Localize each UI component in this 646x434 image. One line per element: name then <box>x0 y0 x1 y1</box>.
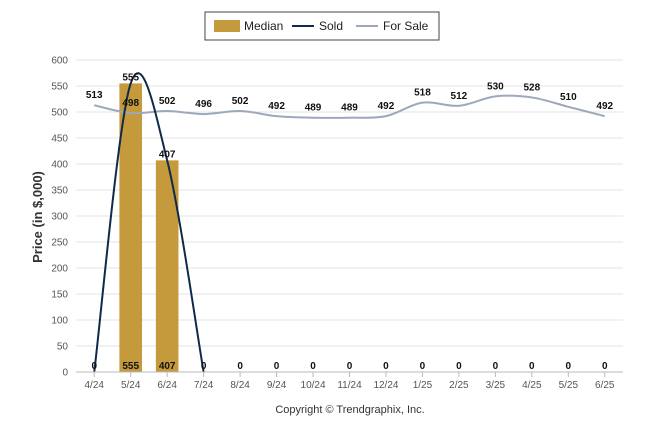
data-label-for-sale: 496 <box>195 99 212 110</box>
line-for-sale <box>94 94 606 119</box>
data-label-for-sale: 510 <box>560 92 577 103</box>
data-label-sold: 407 <box>159 149 176 160</box>
y-tick-label: 0 <box>62 368 68 379</box>
y-tick-label: 450 <box>51 134 68 145</box>
data-label-for-sale: 492 <box>596 101 613 112</box>
y-tick-label: 200 <box>51 264 68 275</box>
legend-item-for-sale[interactable]: For Sale <box>356 19 429 33</box>
data-label-for-sale: 518 <box>414 88 431 99</box>
y-tick-label: 150 <box>51 290 68 301</box>
x-tick-label: 1/25 <box>413 380 433 391</box>
data-label-for-sale: 489 <box>305 103 322 114</box>
data-label-median: 0 <box>566 361 572 372</box>
legend-swatch-median <box>214 20 240 32</box>
y-axis-label: Price (in $,000) <box>30 171 45 263</box>
data-label-median: 407 <box>159 361 176 372</box>
data-labels: 513 498 502 496 502 492 489 489 492 518 512 530 528 5… <box>86 72 614 372</box>
data-label-median: 0 <box>91 361 97 372</box>
data-label-for-sale: 512 <box>451 91 468 102</box>
data-label-for-sale: 528 <box>523 82 540 93</box>
y-tick-label: 500 <box>51 108 68 119</box>
legend: Median Sold For Sale <box>204 11 440 41</box>
legend-item-sold[interactable]: Sold <box>292 19 343 33</box>
y-tick-label: 300 <box>51 212 68 223</box>
x-tick-label: 5/25 <box>559 380 579 391</box>
data-label-median: 0 <box>602 361 608 372</box>
data-label-median: 0 <box>201 361 207 372</box>
data-label-median: 0 <box>347 361 353 372</box>
data-label-median: 0 <box>310 361 316 372</box>
x-tick-label: 6/25 <box>595 380 615 391</box>
bar-median <box>119 83 143 373</box>
legend-label-median: Median <box>244 19 283 33</box>
legend-box <box>204 11 440 41</box>
lines <box>93 72 606 373</box>
y-tick-label: 350 <box>51 186 68 197</box>
y-tick-label: 550 <box>51 82 68 93</box>
data-label-for-sale: 492 <box>268 101 285 112</box>
data-label-for-sale: 492 <box>378 101 395 112</box>
data-label-for-sale: 513 <box>86 90 103 101</box>
y-tick-label: 50 <box>57 342 69 353</box>
line-sold <box>93 72 205 373</box>
data-label-median: 0 <box>274 361 280 372</box>
x-tick-label: 8/24 <box>230 380 250 391</box>
data-label-for-sale: 530 <box>487 81 504 92</box>
legend-label-sold: Sold <box>319 19 343 33</box>
data-label-for-sale: 502 <box>232 96 249 107</box>
axes: 0 50 100 150 200 250 300 350 400 450 500 550 600 4/24… <box>51 56 623 391</box>
x-tick-label: 3/25 <box>486 380 506 391</box>
legend-item-median[interactable]: Median <box>214 19 283 33</box>
data-label-for-sale: 489 <box>341 103 358 114</box>
y-tick-label: 100 <box>51 316 68 327</box>
x-tick-label: 4/24 <box>84 380 104 391</box>
bar-median <box>155 160 179 372</box>
data-label-median: 0 <box>420 361 426 372</box>
data-label-sold: 555 <box>122 72 139 83</box>
x-tick-label: 12/24 <box>373 380 398 391</box>
data-label-median: 0 <box>383 361 389 372</box>
copyright-text: Copyright © Trendgraphix, Inc. <box>275 404 424 416</box>
x-tick-label: 11/24 <box>337 380 362 391</box>
y-tick-label: 250 <box>51 238 68 249</box>
x-tick-label: 5/24 <box>121 380 141 391</box>
data-label-median: 0 <box>237 361 243 372</box>
bars <box>119 83 179 373</box>
x-tick-label: 2/25 <box>449 380 469 391</box>
data-label-median: 555 <box>122 361 139 372</box>
data-label-for-sale: 502 <box>159 96 176 107</box>
legend-label-for-sale: For Sale <box>383 19 429 33</box>
x-tick-label: 4/25 <box>522 380 542 391</box>
data-label-median: 0 <box>493 361 499 372</box>
x-tick-label: 7/24 <box>194 380 214 391</box>
x-tick-label: 6/24 <box>157 380 177 391</box>
y-tick-label: 600 <box>51 56 68 67</box>
data-label-for-sale: 498 <box>122 98 139 109</box>
data-label-median: 0 <box>529 361 535 372</box>
x-tick-label: 10/24 <box>301 380 326 391</box>
x-tick-label: 9/24 <box>267 380 287 391</box>
data-label-median: 0 <box>456 361 462 372</box>
y-tick-label: 400 <box>51 160 68 171</box>
